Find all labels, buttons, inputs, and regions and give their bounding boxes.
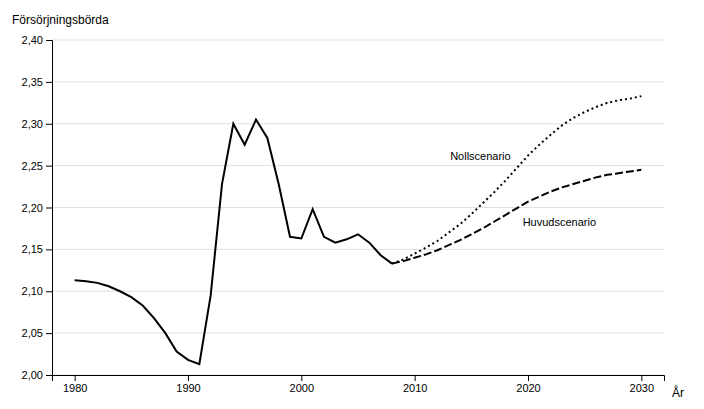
x-tick: 2010: [403, 375, 427, 394]
y-tick-mark: [46, 82, 52, 83]
grid-line: [52, 333, 664, 334]
x-tick: 1980: [63, 375, 87, 394]
x-axis-line: [53, 376, 665, 382]
series-line: [392, 170, 641, 264]
series-label: Nollscenario: [450, 150, 511, 162]
x-tick: 2030: [630, 375, 654, 394]
y-tick: 2,00: [22, 369, 52, 381]
x-tick-mark: [301, 375, 302, 381]
y-tick-mark: [46, 208, 52, 209]
x-axis: 1980 1990 2000 2010 2020 2030: [53, 375, 665, 394]
y-tick-label: 2,30: [22, 118, 43, 130]
y-tick-label: 2,20: [22, 202, 43, 214]
y-tick: 2,20: [22, 202, 52, 214]
y-axis-title: Försörjningsbörda: [12, 13, 109, 27]
y-tick-label: 2,15: [22, 243, 43, 255]
x-tick: 1990: [176, 375, 200, 394]
x-tick-mark: [415, 375, 416, 381]
y-tick-mark: [46, 124, 52, 125]
annotations: Nollscenario Huvudscenario: [450, 150, 596, 228]
grid: [52, 40, 664, 375]
chart: 1980 1990 2000 2010 2020 2030 2,00 2,05 2,10 2,15…: [0, 0, 704, 409]
x-tick-mark: [528, 375, 529, 381]
y-tick: 2,05: [22, 327, 52, 339]
grid-line: [52, 81, 664, 82]
x-tick-label: 2010: [403, 382, 427, 394]
x-tick-label: 1990: [176, 382, 200, 394]
y-tick: 2,30: [22, 118, 52, 130]
y-tick-mark: [46, 166, 52, 167]
y-tick-mark: [46, 375, 52, 376]
grid-line: [52, 40, 664, 41]
grid-line: [52, 249, 664, 250]
y-tick: 2,25: [22, 160, 52, 172]
x-tick-mark: [75, 375, 76, 381]
y-axis: 2,00 2,05 2,10 2,15 2,20 2,25 2,30 2,35 2,40: [22, 34, 53, 381]
grid-line: [52, 291, 664, 292]
x-tick-label: 2000: [290, 382, 314, 394]
x-axis-title: År: [672, 385, 684, 400]
y-tick: 2,35: [22, 76, 52, 88]
x-tick-label: 2020: [516, 382, 540, 394]
x-tick-label: 2030: [630, 382, 654, 394]
series-label: Huvudscenario: [523, 216, 596, 228]
x-tick-mark: [641, 375, 642, 381]
y-tick-mark: [46, 291, 52, 292]
y-tick-label: 2,25: [22, 160, 43, 172]
x-tick-label: 1980: [63, 382, 87, 394]
y-tick-label: 2,00: [22, 369, 43, 381]
y-tick-mark: [46, 249, 52, 250]
grid-line: [52, 165, 664, 166]
y-tick-label: 2,40: [22, 34, 43, 46]
y-tick: 2,15: [22, 243, 52, 255]
y-tick-label: 2,35: [22, 76, 43, 88]
y-tick-label: 2,05: [22, 327, 43, 339]
plot-area: [75, 96, 642, 364]
series-line: [392, 96, 641, 264]
y-tick-mark: [46, 333, 52, 334]
x-tick: 2020: [516, 375, 540, 394]
x-tick-mark: [188, 375, 189, 381]
y-tick-mark: [46, 40, 52, 41]
y-tick-label: 2,10: [22, 285, 43, 297]
grid-line: [52, 207, 664, 208]
x-tick: 2000: [290, 375, 314, 394]
y-tick: 2,40: [22, 34, 52, 46]
y-axis-line: [46, 41, 53, 376]
grid-line: [52, 123, 664, 124]
series-line: [75, 120, 392, 365]
y-tick: 2,10: [22, 285, 52, 297]
